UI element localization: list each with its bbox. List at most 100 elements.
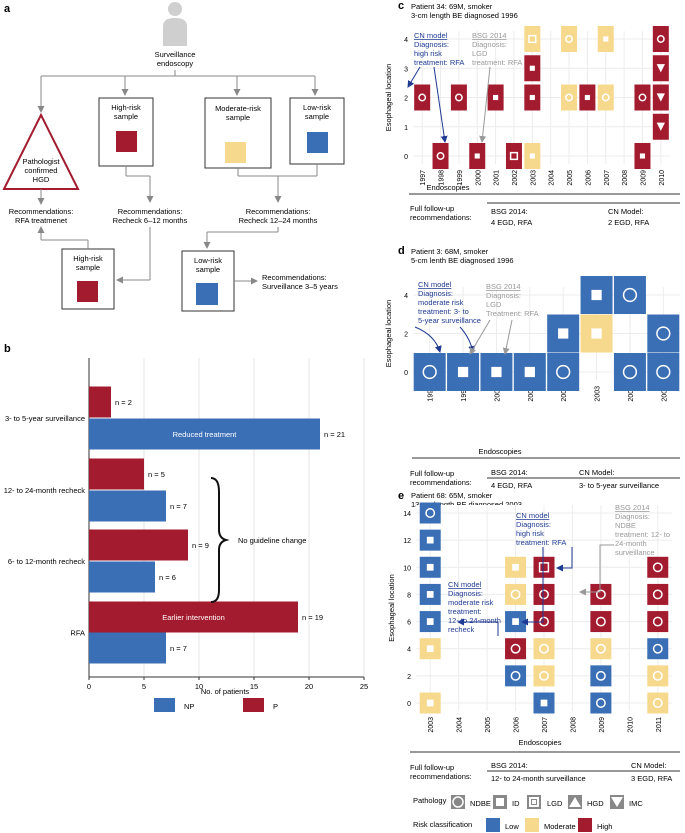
x-tick-label: 2006 — [585, 170, 592, 186]
y-axis-label: Esophageal location — [384, 64, 393, 132]
legend-np-swatch — [154, 698, 175, 712]
e-cn-rec2: 3 EGD, RFA — [631, 774, 672, 783]
c-title2: 3-cm length BE diagnosed 1996 — [411, 11, 518, 20]
rec-ml-line2: Recheck 12–24 months — [239, 216, 318, 225]
biopsy-tile — [450, 84, 467, 111]
e-bsg-annotation: BSG 2014 Diagnosis: NDBE treatment: 12- … — [615, 503, 670, 557]
e-fu2: recommendations: — [410, 772, 472, 781]
x-tick-label: 2006 — [514, 717, 521, 733]
b-xlabel: No. of patients — [201, 687, 250, 696]
d-fu2: recommendations: — [410, 478, 472, 487]
ndbe-glyph — [454, 93, 463, 102]
b-xtick-label: 15 — [250, 682, 258, 691]
ndbe-glyph — [595, 698, 606, 708]
moderate-risk-label1: Moderate-risk — [215, 104, 261, 113]
c-cn-line4: treatment: RFA — [414, 58, 464, 67]
ndbe-glyph — [565, 35, 573, 43]
legend-low: Low — [505, 822, 519, 831]
biopsy-tile — [505, 638, 527, 660]
ndbe-glyph — [595, 616, 606, 627]
id-glyph — [639, 153, 646, 159]
x-tick-label: 2004 — [549, 170, 556, 186]
ndbe-glyph — [652, 589, 663, 600]
panel-a: a Surveillance endoscopy Pathologist con… — [2, 2, 345, 312]
d-bsg-annotation: BSG 2014 Diagnosis: LGD Treatment: RFA — [486, 282, 539, 318]
bottom-low-risk-swatch — [196, 283, 218, 305]
e-cn1-arrow — [457, 618, 499, 636]
d-bsg-line2: Diagnosis: — [486, 291, 521, 300]
e-bsg-rec1: BSG 2014: — [491, 761, 528, 770]
biopsy-tile — [505, 665, 527, 687]
d-bsg-rec1: BSG 2014: — [491, 468, 528, 477]
ndbe-glyph — [565, 93, 573, 102]
e-bsg-rec2: 12- to 24-month surveillance — [491, 774, 586, 783]
legend-pathology-title: Pathology — [413, 796, 447, 805]
bar-np — [89, 418, 320, 450]
d-bsg-line1: BSG 2014 — [486, 282, 521, 291]
bar-p-label: n = 2 — [115, 398, 132, 407]
biopsy-tile — [533, 638, 555, 660]
ndbe-glyph — [622, 364, 638, 380]
moderate-risk-label2: sample — [226, 113, 250, 122]
bottom-hr-label1: High-risk — [73, 254, 103, 263]
ndbe-glyph — [652, 698, 663, 708]
d-bsg-arrow2 — [502, 319, 513, 355]
ndbe-glyph — [510, 589, 521, 600]
e-cn2-line4: treatment: RFA — [516, 538, 566, 547]
x-tick-label: 2001 — [494, 170, 501, 186]
ndbe-glyph — [652, 670, 663, 681]
e-cn1-line2: Diagnosis: — [448, 589, 483, 598]
x-tick-label: 2000 — [494, 386, 501, 402]
c-cn-line3: high risk — [414, 49, 442, 58]
legend-id-icon — [493, 795, 507, 809]
c-bsg-annotation: BSG 2014 Diagnosis: LGD treatment: RFA — [472, 31, 522, 67]
c-cn-arrow2 — [433, 66, 448, 143]
e-cn1-annotation: CN model Diagnosis: moderate risk treatm… — [448, 580, 501, 634]
e-cn2-arrow1 — [521, 547, 544, 626]
x-tick-label: 1997 — [420, 170, 427, 186]
id-glyph — [426, 699, 434, 707]
y-tick-label: 2 — [404, 96, 408, 103]
y-tick-label: 12 — [403, 538, 411, 545]
e-bsg-arrow — [579, 544, 614, 596]
c-cn-arrow1 — [407, 66, 421, 88]
lgd-glyph — [538, 562, 550, 573]
ndbe-glyph — [418, 93, 427, 102]
x-tick-label: 2007 — [604, 170, 611, 186]
id-glyph — [529, 94, 535, 101]
bar-p-label: n = 19 — [302, 613, 323, 622]
id-glyph — [491, 366, 502, 378]
y-axis-label: Esophageal location — [387, 574, 396, 642]
legend-risk-title: Risk classification — [413, 820, 472, 829]
legend-lgd: LGD — [547, 799, 563, 808]
bar-p — [89, 458, 144, 490]
legend-p-swatch — [243, 698, 264, 712]
lgd-glyph — [528, 34, 537, 44]
c-bsg-line2: Diagnosis: — [472, 40, 507, 49]
c-bsg-rec2: 4 EGD, RFA — [491, 218, 532, 227]
e-fu1: Full follow-up — [410, 763, 454, 772]
x-tick-label: 2010 — [627, 717, 634, 733]
x-tick-label: 2000 — [475, 170, 482, 186]
legend-high: High — [597, 822, 612, 831]
y-tick-label: 6 — [407, 620, 411, 627]
bar-p — [89, 529, 188, 561]
biopsy-tile — [505, 583, 527, 605]
ndbe-glyph — [656, 35, 665, 43]
imc-glyph — [656, 122, 665, 131]
bottom-hr-label2: sample — [76, 263, 100, 272]
legend-ndbe: NDBE — [470, 799, 491, 808]
x-tick-label: 2002 — [512, 170, 519, 186]
id-glyph — [493, 94, 499, 101]
b-xtick-label: 10 — [195, 682, 203, 691]
plot-d: 1998 1999 2000 2001 2002 2003 2004 2005 0 2 4 Esoph… — [384, 276, 680, 402]
panel-d: d Patient 3: 68M, smoker 5-cm lenth BE d… — [384, 245, 680, 490]
high-risk-label1: High-risk — [111, 103, 141, 112]
y-tick-label: 10 — [403, 565, 411, 572]
legend-high-swatch — [578, 818, 592, 832]
bar-np-label: n = 7 — [170, 644, 187, 653]
id-glyph — [426, 591, 434, 598]
low-risk-label2: sample — [305, 112, 329, 121]
d-bsg-line4: Treatment: RFA — [486, 309, 539, 318]
e-cn1-line1: CN model — [448, 580, 482, 589]
